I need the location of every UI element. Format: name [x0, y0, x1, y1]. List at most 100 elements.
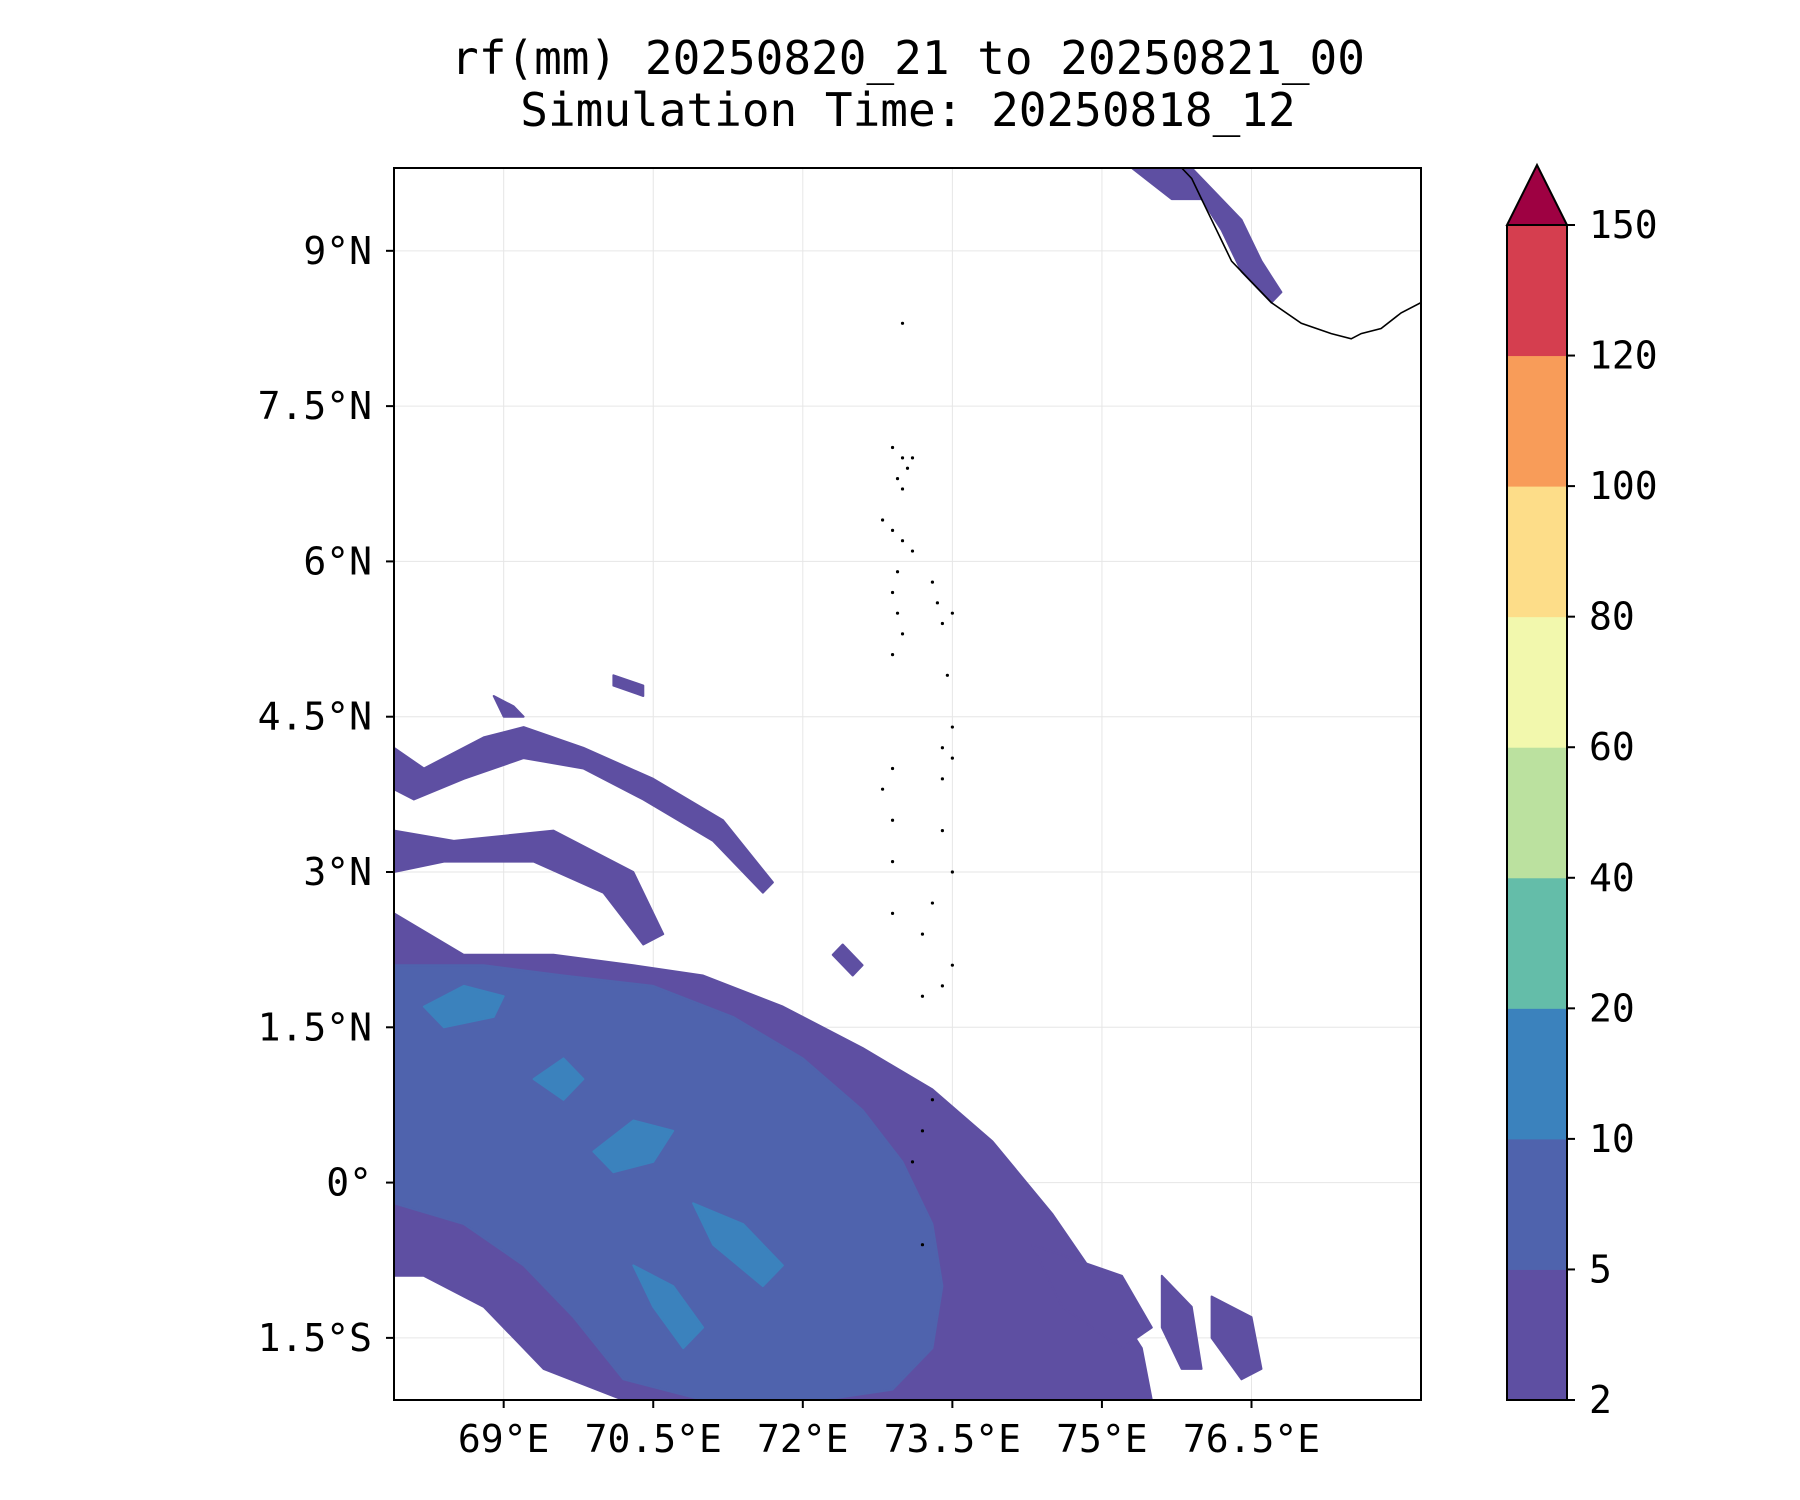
rain-band-level-3 — [532, 1057, 585, 1101]
island-dot — [900, 456, 905, 460]
island-dot — [945, 673, 949, 677]
colorbar-tick-label: 5 — [1589, 1247, 1612, 1291]
lat-tick-label: 7.5°N — [258, 384, 372, 428]
lat-tick-label: 0° — [326, 1161, 372, 1205]
lat-tick-label: 1.5°N — [258, 1005, 372, 1049]
island-dot — [950, 725, 954, 729]
rain-band-level-1 — [492, 695, 525, 718]
colorbar-segment — [1507, 355, 1567, 487]
colorbar-segment — [1507, 225, 1567, 357]
rain-band-level-1 — [394, 829, 665, 946]
island-dot — [880, 787, 885, 791]
colorbar-tick-label: 20 — [1589, 986, 1635, 1030]
lon-tick-label: 72°E — [757, 1417, 849, 1461]
island-dot — [935, 601, 940, 605]
island-dot — [920, 932, 925, 936]
island-dot — [890, 860, 895, 864]
colorbar-extend-arrow — [1505, 162, 1569, 226]
rainfall-contours — [394, 168, 1283, 1400]
island-dot — [900, 487, 905, 491]
island-dot — [900, 539, 905, 543]
rain-band-level-3 — [592, 1119, 675, 1174]
rain-band-level-1 — [1031, 1243, 1153, 1350]
rain-band-level-1 — [831, 943, 864, 977]
longitude-ticks: 69°E 70.5°E 72°E 73.5°E 75°E 76.5°E — [458, 1400, 1320, 1461]
island-dot — [940, 746, 944, 750]
lon-tick-label: 73.5°E — [884, 1417, 1021, 1461]
island-dot — [890, 528, 895, 532]
island-dot — [930, 580, 935, 584]
island-dot — [880, 518, 885, 522]
island-dot — [930, 901, 935, 905]
colorbar-segment — [1507, 1008, 1567, 1140]
rain-band-level-1 — [1210, 1295, 1263, 1381]
colorbar-tick-label: 10 — [1589, 1117, 1635, 1161]
latitude-ticks: 9°N 7.5°N 6°N 4.5°N 3°N 1.5°N 0° 1.5°S — [258, 229, 394, 1360]
maldives-islands — [880, 321, 954, 1247]
rain-band-level-1 — [612, 674, 645, 697]
island-dot — [950, 756, 954, 760]
colorbar-tick-label: 120 — [1589, 334, 1658, 378]
rain-band-level-3 — [422, 984, 505, 1029]
colorbar-segment — [1507, 747, 1567, 879]
colorbar-tick-label: 80 — [1589, 595, 1635, 639]
colorbar-segment — [1507, 616, 1567, 748]
island-dot — [950, 611, 954, 615]
island-dot — [890, 590, 895, 595]
lat-tick-label: 6°N — [303, 539, 372, 583]
rain-band-level-3 — [692, 1202, 784, 1288]
colorbar-tick-label: 150 — [1589, 203, 1658, 247]
rain-band-level-1 — [1160, 1274, 1203, 1370]
island-dot — [895, 570, 900, 574]
colorbar-tick-label: 100 — [1589, 464, 1658, 508]
island-dot — [890, 911, 895, 916]
island-dot — [930, 1098, 935, 1102]
colorbar-tick-label: 40 — [1589, 856, 1635, 900]
lon-tick-label: 76.5°E — [1183, 1417, 1320, 1461]
rain-band-level-1 — [394, 726, 774, 894]
lat-tick-label: 9°N — [303, 229, 372, 273]
colorbar-tick-label: 2 — [1589, 1378, 1612, 1422]
island-dot — [910, 549, 915, 553]
lat-tick-label: 4.5°N — [258, 695, 372, 739]
lat-tick-label: 3°N — [303, 850, 372, 894]
colorbar-segment — [1507, 1269, 1567, 1401]
island-dot — [940, 828, 944, 833]
coastline — [1181, 168, 1421, 340]
coastline-path — [1181, 168, 1421, 340]
island-dot — [895, 611, 900, 615]
colorbar-tick-label: 60 — [1589, 725, 1635, 769]
island-dot — [920, 1129, 925, 1133]
lon-tick-label: 75°E — [1056, 1417, 1148, 1461]
colorbar-outline — [1506, 225, 1568, 1401]
island-dot — [910, 456, 915, 460]
colorbar-segment — [1507, 1138, 1567, 1270]
colorbar-segment — [1507, 486, 1567, 618]
island-dot — [920, 994, 925, 998]
island-dot — [920, 1243, 925, 1247]
rain-band-level-3 — [632, 1264, 705, 1350]
colorbar-segment — [1507, 877, 1567, 1009]
island-dot — [890, 818, 895, 822]
rain-band-level-2 — [394, 964, 944, 1400]
map-title-line1: rf(mm) 20250820_21 to 20250821_00 — [451, 31, 1365, 85]
island-dot — [900, 632, 905, 636]
island-dot — [905, 466, 910, 470]
island-dot — [890, 766, 895, 771]
rain-band-level-1 — [1130, 168, 1283, 304]
island-dot — [910, 1160, 915, 1164]
island-dot — [940, 621, 944, 626]
lat-tick-label: 1.5°S — [258, 1316, 372, 1360]
island-dot — [900, 321, 905, 325]
island-dot — [950, 870, 954, 874]
island-dot — [950, 963, 954, 967]
lon-tick-label: 69°E — [458, 1417, 550, 1461]
island-dot — [895, 476, 900, 481]
island-dot — [890, 652, 895, 657]
map-frame — [393, 167, 1422, 1401]
colorbar: 2 5 10 20 40 60 80 100 120 150 — [1505, 162, 1658, 1422]
island-dot — [940, 984, 944, 988]
island-dot — [890, 445, 895, 450]
lon-tick-label: 70.5°E — [585, 1417, 722, 1461]
